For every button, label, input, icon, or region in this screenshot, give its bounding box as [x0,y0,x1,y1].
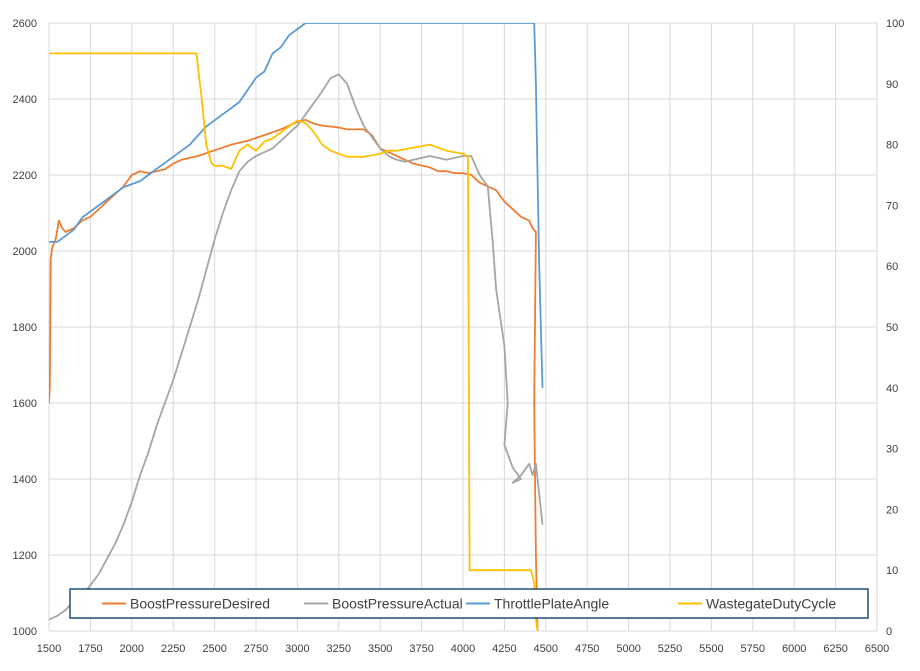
y2-tick-label: 20 [886,504,898,516]
x-tick-label: 5750 [741,643,765,655]
x-tick-label: 1500 [37,643,61,655]
y-tick-label: 2600 [13,18,37,30]
y2-tick-label: 60 [886,261,898,273]
x-tick-label: 2500 [202,643,226,655]
x-tick-label: 4250 [492,643,516,655]
legend-label: ThrottlePlateAngle [494,596,609,612]
y2-tick-label: 100 [886,18,904,30]
y2-tick-label: 80 [886,140,898,152]
x-tick-label: 4000 [451,643,475,655]
series-line-boost-pressure-actual [49,73,544,621]
legend-label: BoostPressureActual [332,596,463,612]
x-tick-label: 5500 [699,643,723,655]
x-tick-label: 4750 [575,643,599,655]
y-tick-label: 1200 [13,550,37,562]
y2-tick-label: 10 [886,565,898,577]
x-tick-label: 5250 [658,643,682,655]
y-tick-label: 1400 [13,474,37,486]
x-tick-label: 3250 [327,643,351,655]
y-tick-label: 1000 [13,626,37,638]
y-tick-label: 2400 [13,94,37,106]
legend: BoostPressureDesired BoostPressureActual T… [69,588,869,619]
y2-tick-label: 0 [886,626,892,638]
x-tick-label: 3500 [368,643,392,655]
x-tick-label: 1750 [78,643,102,655]
x-tick-label: 5000 [616,643,640,655]
x-tick-label: 6000 [782,643,806,655]
x-tick-label: 4500 [534,643,558,655]
x-tick-label: 6250 [823,643,847,655]
x-tick-label: 3750 [409,643,433,655]
x-tick-label: 2000 [120,643,144,655]
y2-tick-label: 90 [886,79,898,91]
y2-tick-label: 70 [886,200,898,212]
legend-label: WastegateDutyCycle [706,596,836,612]
axis-layer: 1500 1750 2000 2250 2500 2750 3000 3250 3500 3750… [13,18,905,655]
x-tick-label: 3000 [285,643,309,655]
y2-tick-label: 50 [886,322,898,334]
grid-layer [48,22,878,632]
x-tick-label: 6500 [865,643,889,655]
y2-tick-label: 30 [886,444,898,456]
x-tick-label: 2250 [161,643,185,655]
x-tick-label: 2750 [244,643,268,655]
legend-label: BoostPressureDesired [130,596,270,612]
series-line-wastegate-duty-cycle [49,52,539,631]
y-tick-label: 2200 [13,170,37,182]
series-line-throttle-plate-angle [49,23,544,388]
y-tick-label: 2000 [13,246,37,258]
y-tick-label: 1800 [13,322,37,334]
series-layer [49,23,544,631]
series-line-boost-pressure-desired [49,119,539,631]
y-tick-label: 1600 [13,398,37,410]
y2-tick-label: 40 [886,383,898,395]
